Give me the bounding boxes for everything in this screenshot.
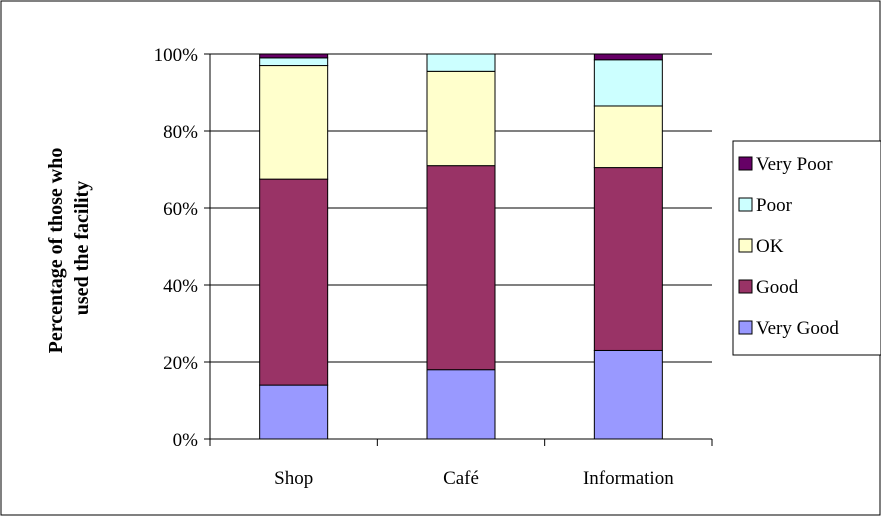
bars [259,53,663,440]
y-tick-label: 40% [163,276,198,297]
bar-segment [426,70,496,167]
legend-label: Very Poor [756,154,833,175]
legend-label: Poor [756,195,793,216]
legend-swatch [738,238,753,253]
bar-segment [426,165,496,371]
x-category-label: Information [583,468,674,489]
legend-label: Good [756,277,799,298]
y-tick-label: 20% [163,353,198,374]
legend: Very Poor Poor OK Good Very Good [732,140,881,356]
bar-segment [259,57,329,67]
legend-swatch [738,197,753,212]
bar-segment [593,53,663,61]
bar-segment [259,53,329,59]
y-axis-title-line-1: Percentage of those who [45,148,67,354]
legend-swatch [738,156,753,171]
x-category-label: Shop [274,468,313,489]
y-tick-label: 0% [173,430,199,451]
axes: 0% 20% 40% 60% 80% 100% Shop Café Information [154,45,713,489]
legend-label: Very Good [756,318,839,339]
y-tick-label: 80% [163,122,198,143]
bar-segment [593,349,663,440]
legend-swatch [738,279,753,294]
y-axis-title: Percentage of those who used the facilit… [45,143,93,354]
bar-segment [426,369,496,440]
legend-box [732,140,881,356]
bar-segment [593,105,663,169]
legend-swatch [738,320,753,335]
bar-segment [259,65,329,180]
bar-segment [259,178,329,386]
bar-segment [593,167,663,351]
y-tick-label: 60% [163,199,198,220]
legend-label: OK [756,236,784,257]
bar-segment [593,59,663,107]
bar-segment [259,384,329,440]
y-tick-label: 100% [154,45,199,66]
y-axis-title-line-2: used the facility [71,181,93,315]
x-category-label: Café [443,468,479,489]
bar-segment [426,53,496,72]
